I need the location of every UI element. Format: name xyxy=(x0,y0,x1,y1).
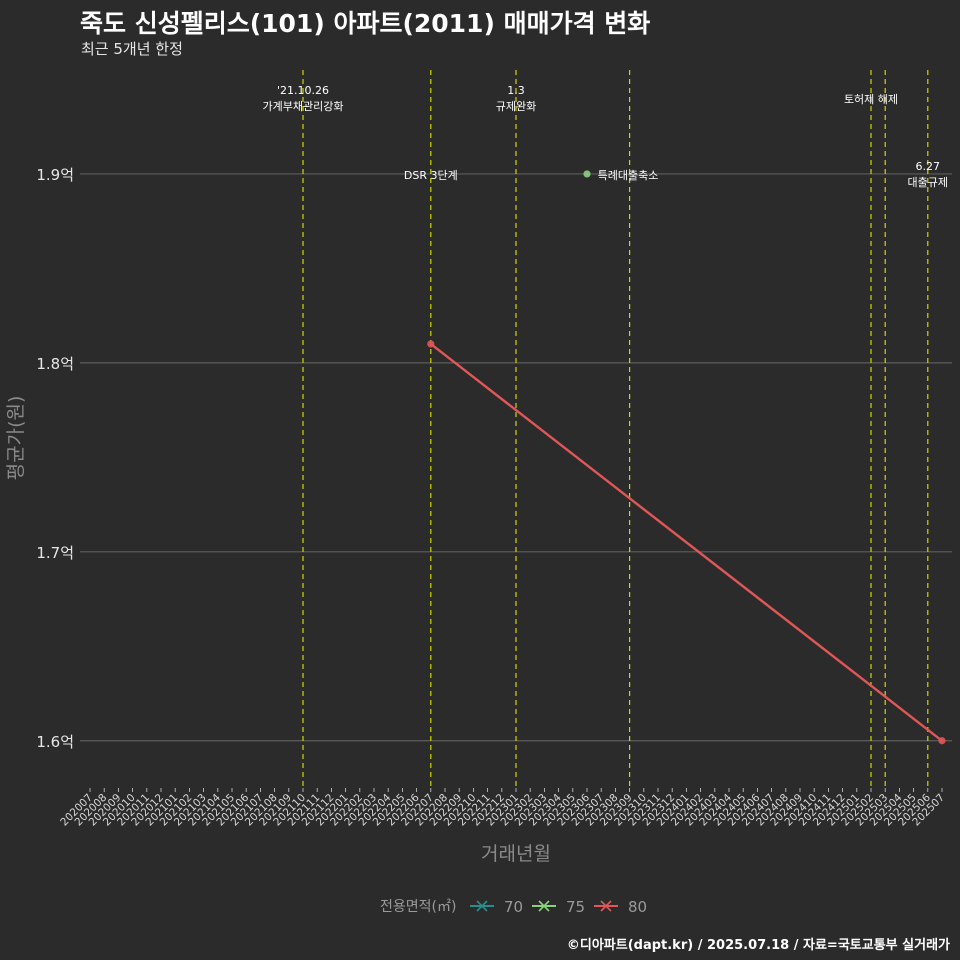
event-annotation: 대출규제 xyxy=(908,176,948,189)
y-tick-label: 1.9억 xyxy=(36,166,74,184)
event-annotation: 규제완화 xyxy=(496,100,536,113)
y-tick-label: 1.7억 xyxy=(36,544,74,562)
y-tick-label: 1.6억 xyxy=(36,733,74,751)
event-annotation: 6.27 xyxy=(916,160,941,173)
legend: 전용면적(㎡) 70 75 80 xyxy=(380,898,647,916)
source-credit: ©디아파트(dapt.kr) / 2025.07.18 / 자료=국토교통부 실… xyxy=(566,938,950,953)
legend-label-75: 75 xyxy=(566,898,585,916)
series-layer xyxy=(427,170,946,745)
y-tick-label: 1.8억 xyxy=(36,355,74,373)
data-point-80 xyxy=(938,737,946,745)
legend-swatch-cross xyxy=(476,900,488,912)
legend-label-80: 80 xyxy=(628,898,647,916)
y-axis-title: 평균가(원) xyxy=(5,396,27,481)
event-annotation: DSR 3단계 xyxy=(404,169,458,182)
series-line-80 xyxy=(429,342,944,742)
event-annotation: 토허제 해제 xyxy=(844,92,898,106)
legend-title: 전용면적(㎡) xyxy=(380,899,456,915)
event-annotation: 특례대출축소 xyxy=(598,169,659,182)
chart-subtitle: 최근 5개년 한정 xyxy=(81,40,183,58)
x-axis-title: 거래년월 xyxy=(481,843,551,865)
axis-layer: 1.6억1.7억1.8억1.9억202007202008202009202010… xyxy=(36,166,947,829)
event-annotation: 1.3 xyxy=(507,84,525,97)
event-annotation: '21.10.26 xyxy=(277,84,329,97)
data-point-75 xyxy=(583,170,591,178)
legend-label-70: 70 xyxy=(504,898,523,916)
legend-swatch-cross xyxy=(600,900,612,912)
legend-swatch-cross xyxy=(538,900,550,912)
chart-title: 죽도 신성펠리스(101) 아파트(2011) 매매가격 변화 xyxy=(80,9,651,38)
data-point-80 xyxy=(427,340,435,348)
event-annotation: 가계부채관리강화 xyxy=(263,100,344,113)
